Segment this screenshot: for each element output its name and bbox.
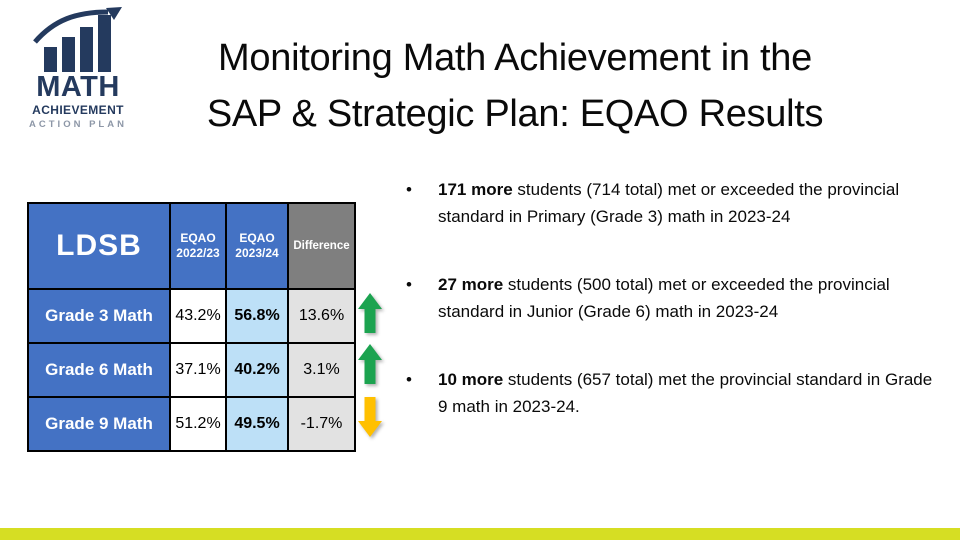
logo-subtitle: ACHIEVEMENT bbox=[32, 103, 124, 117]
eqao-results-table: LDSB EQAO 2022/23 EQAO 2023/24 Differenc… bbox=[27, 202, 356, 452]
bar-chart-growth-icon bbox=[33, 7, 122, 72]
grade-9-eqao-2022-23: 51.2% bbox=[171, 398, 225, 450]
grade-6-eqao-2022-23: 37.1% bbox=[171, 344, 225, 396]
bullet-marker: • bbox=[406, 370, 412, 389]
slide-title: Monitoring Math Achievement in the SAP &… bbox=[140, 30, 890, 142]
slide-title-line1: Monitoring Math Achievement in the bbox=[218, 37, 812, 79]
header-line2: 2022/23 bbox=[176, 246, 220, 260]
grade-3-eqao-2022-23: 43.2% bbox=[171, 290, 225, 342]
grade-9-eqao-2023-24: 49.5% bbox=[227, 398, 287, 450]
bullet-lead: 171 more bbox=[438, 180, 513, 199]
footer-accent-bar bbox=[0, 528, 960, 540]
table-header-board: LDSB bbox=[29, 204, 169, 288]
bullet-item-grade-3: • 171 more students (714 total) met or e… bbox=[406, 176, 946, 230]
row-label-grade-3: Grade 3 Math bbox=[29, 290, 169, 342]
bullet-item-grade-6: • 27 more students (500 total) met or ex… bbox=[406, 271, 946, 325]
bullet-item-grade-9: • 10 more students (657 total) met the p… bbox=[406, 366, 946, 420]
bullet-body: students (500 total) met or exceeded the… bbox=[438, 275, 890, 321]
table-header-eqao-2023-24: EQAO 2023/24 bbox=[227, 204, 287, 288]
bullet-text: 10 more students (657 total) met the pro… bbox=[438, 366, 946, 420]
trend-up-arrow-grade-3 bbox=[358, 293, 382, 333]
bullet-body: students (657 total) met the provincial … bbox=[438, 370, 933, 416]
row-label-grade-6: Grade 6 Math bbox=[29, 344, 169, 396]
grade-6-eqao-2023-24: 40.2% bbox=[227, 344, 287, 396]
header-line1: EQAO bbox=[239, 231, 275, 245]
header-line1: Difference bbox=[293, 239, 350, 252]
bullet-text: 171 more students (714 total) met or exc… bbox=[438, 176, 946, 230]
slide-title-line2: SAP & Strategic Plan: EQAO Results bbox=[206, 93, 824, 135]
logo-tagline: ACTION PLAN bbox=[29, 119, 127, 131]
logo-title: MATH bbox=[36, 71, 120, 103]
table-header-difference: Difference bbox=[289, 204, 354, 288]
trend-down-arrow-grade-9 bbox=[358, 397, 382, 437]
header-line2: 2023/24 bbox=[235, 246, 279, 260]
bullet-text: 27 more students (500 total) met or exce… bbox=[438, 271, 946, 325]
bullet-lead: 10 more bbox=[438, 370, 504, 389]
bullet-list: • 171 more students (714 total) met or e… bbox=[406, 176, 946, 461]
grade-6-difference: 3.1% bbox=[289, 344, 354, 396]
trend-up-arrow-grade-6 bbox=[358, 344, 382, 384]
logo: MATH ACHIEVEMENT ACTION PLAN bbox=[16, 6, 140, 130]
table-header-eqao-2022-23: EQAO 2022/23 bbox=[171, 204, 225, 288]
grade-9-difference: -1.7% bbox=[289, 398, 354, 450]
bullet-lead: 27 more bbox=[438, 275, 504, 294]
bullet-body: students (714 total) met or exceeded the… bbox=[438, 180, 900, 226]
row-label-grade-9: Grade 9 Math bbox=[29, 398, 169, 450]
bullet-marker: • bbox=[406, 180, 412, 199]
header-line1: EQAO bbox=[180, 231, 216, 245]
grade-3-difference: 13.6% bbox=[289, 290, 354, 342]
grade-3-eqao-2023-24: 56.8% bbox=[227, 290, 287, 342]
bullet-marker: • bbox=[406, 275, 412, 294]
